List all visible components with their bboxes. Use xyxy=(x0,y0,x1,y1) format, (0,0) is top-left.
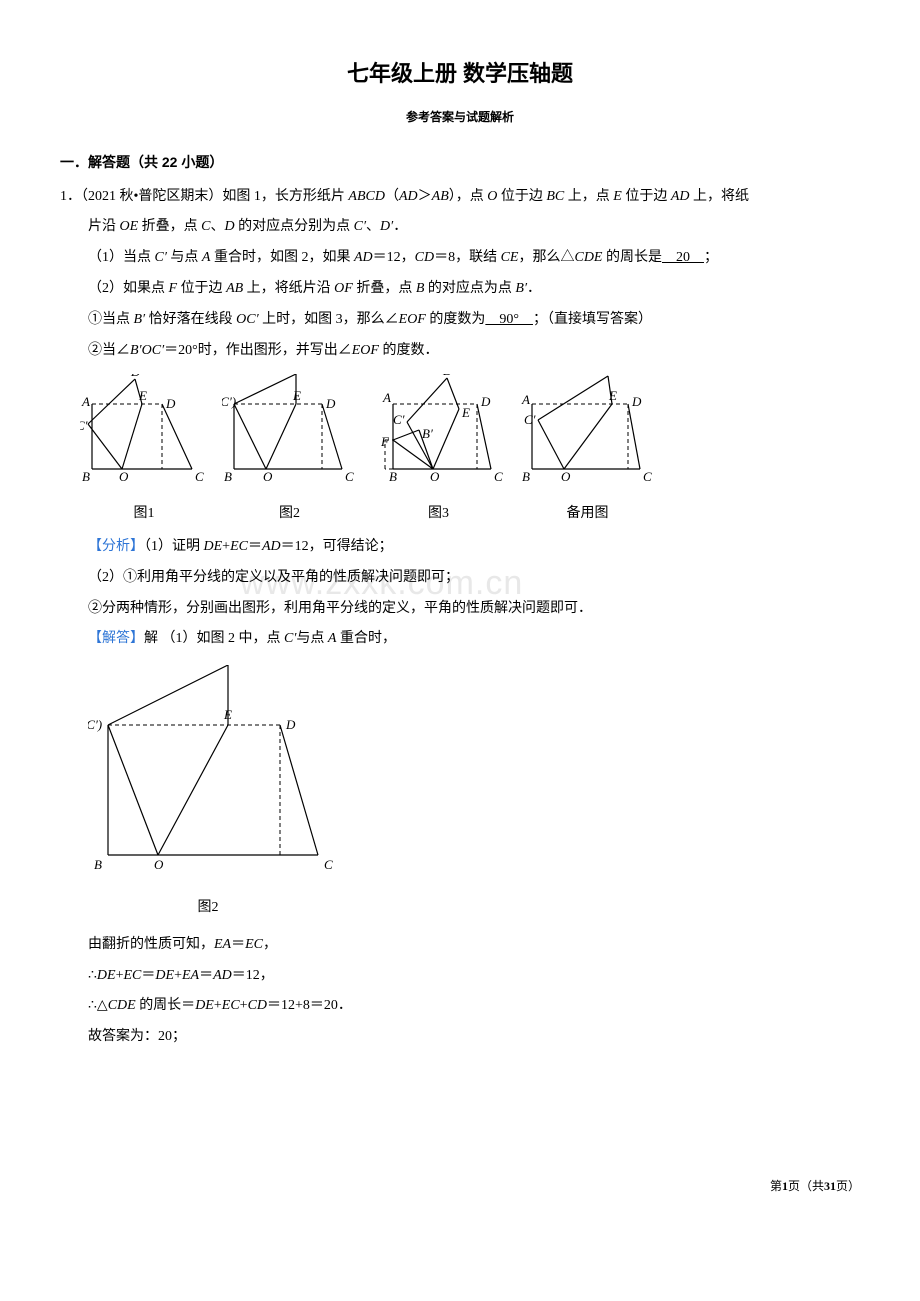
svg-text:C′: C′ xyxy=(80,418,88,433)
svg-text:E: E xyxy=(608,388,617,403)
figure-3-caption: 图3 xyxy=(371,499,506,530)
svg-text:A: A xyxy=(521,392,530,407)
problem-source: （2021 秋•普陀区期末） xyxy=(81,189,222,204)
svg-text:B: B xyxy=(224,469,232,484)
figure-1-svg: A B C D E O C′ D′ xyxy=(80,374,208,484)
section-header: 一．解答题（共 22 小题） xyxy=(60,147,860,178)
blank-answer-2: 90° xyxy=(485,312,533,327)
figure-2-caption: 图2 xyxy=(222,499,357,530)
svg-text:D: D xyxy=(631,394,642,409)
svg-text:A: A xyxy=(81,394,90,409)
figure-4-caption: 备用图 xyxy=(520,499,655,530)
svg-text:A(C′): A(C′) xyxy=(88,717,102,732)
solution-figure-caption: 图2 xyxy=(118,893,298,924)
svg-text:O: O xyxy=(119,469,129,484)
question-2-2: ②当∠B′OC′＝20°时，作出图形，并写出∠EOF 的度数． xyxy=(60,336,860,367)
question-1: （1）当点 C′ 与点 A 重合时，如图 2，如果 AD＝12，CD＝8，联结 … xyxy=(60,243,860,274)
page-title: 七年级上册 数学压轴题 xyxy=(60,50,860,98)
figure-4-svg: A B C DE O C′ D′ xyxy=(520,374,655,484)
svg-text:O: O xyxy=(561,469,571,484)
analysis-label: 【分析】 xyxy=(88,539,144,554)
blank-answer-1: 20 xyxy=(662,250,704,265)
svg-text:F: F xyxy=(380,434,390,449)
svg-text:D′: D′ xyxy=(603,374,616,376)
svg-text:C′: C′ xyxy=(393,412,405,427)
solution-line-2: ∴DE+EC＝DE+EA＝AD＝12， xyxy=(60,961,860,992)
svg-text:C: C xyxy=(324,857,333,872)
svg-text:B: B xyxy=(389,469,397,484)
problem-line2: 片沿 OE 折叠，点 C、D 的对应点分别为点 C′、D′． xyxy=(60,212,860,243)
svg-text:C: C xyxy=(643,469,652,484)
solution-line-3: ∴△CDE 的周长＝DE+EC+CD＝12+8＝20． xyxy=(60,991,860,1022)
svg-text:B: B xyxy=(94,857,102,872)
figure-1-caption: 图1 xyxy=(80,499,208,530)
svg-text:C: C xyxy=(345,469,354,484)
figures-row: ABCDEOC′D′ 图1 A(C′)BCDEOD′ 图2 ABCDEOC′D′… xyxy=(80,374,860,530)
svg-text:A(C′): A(C′) xyxy=(222,394,236,409)
svg-text:A: A xyxy=(382,390,391,405)
figure-2-svg: A(C′)BCDEOD′ xyxy=(222,374,357,484)
svg-text:D: D xyxy=(165,396,176,411)
analysis-line-1: 【分析】（1）证明 DE+EC＝AD＝12，可得结论； xyxy=(60,532,860,563)
svg-text:C′: C′ xyxy=(524,412,536,427)
figure-4: A B C DE O C′ D′ 备用图 xyxy=(520,374,655,530)
svg-text:D′: D′ xyxy=(442,374,455,378)
svg-text:B: B xyxy=(82,469,90,484)
svg-text:O: O xyxy=(263,469,273,484)
svg-text:E: E xyxy=(138,388,147,403)
svg-text:O: O xyxy=(430,469,440,484)
solution-line-1: 由翻折的性质可知，EA＝EC， xyxy=(60,930,860,961)
svg-text:C: C xyxy=(494,469,503,484)
svg-text:E: E xyxy=(461,405,470,420)
svg-text:B′: B′ xyxy=(422,426,433,441)
figure-1: A B C D E O C′ D′ 图1 xyxy=(80,374,208,530)
solution-line-4: 故答案为：20； xyxy=(60,1022,860,1053)
solution-figure: A(C′)BCDEOD′ 图2 xyxy=(88,665,860,924)
svg-text:D′: D′ xyxy=(130,374,143,379)
svg-text:E: E xyxy=(223,707,232,722)
svg-text:D: D xyxy=(285,717,296,732)
answer-line-1: 【解答】解 （1）如图 2 中，点 C′与点 A 重合时， xyxy=(60,624,860,655)
figure-3-svg: A B C DE O C′ D′ F B′ xyxy=(371,374,506,484)
problem-block: 1．（2021 秋•普陀区期末）如图 1，长方形纸片 ABCD（AD＞AB），点… xyxy=(60,182,860,213)
svg-text:B: B xyxy=(522,469,530,484)
svg-text:E: E xyxy=(292,388,301,403)
page-footer: 第1页（共31页） xyxy=(60,1173,860,1199)
figure-2: A(C′)BCDEOD′ 图2 xyxy=(222,374,357,530)
svg-text:D: D xyxy=(480,394,491,409)
figure-3: A B C DE O C′ D′ F B′ 图3 xyxy=(371,374,506,530)
svg-text:C: C xyxy=(195,469,204,484)
solution-figure-svg: A(C′)BCDEOD′ xyxy=(88,665,348,880)
page-subtitle: 参考答案与试题解析 xyxy=(60,104,860,130)
svg-text:D: D xyxy=(325,396,336,411)
analysis-line-3: ②分两种情形，分别画出图形，利用角平分线的定义，平角的性质解决问题即可． xyxy=(60,594,860,625)
analysis-line-2: （2）①利用角平分线的定义以及平角的性质解决问题即可； xyxy=(60,563,860,594)
question-2: （2）如果点 F 位于边 AB 上，将纸片沿 OF 折叠，点 B 的对应点为点 … xyxy=(60,274,860,305)
svg-text:O: O xyxy=(154,857,164,872)
question-2-1: ①当点 B′ 恰好落在线段 OC′ 上时，如图 3，那么∠EOF 的度数为 90… xyxy=(60,305,860,336)
problem-number: 1． xyxy=(60,189,81,204)
answer-label: 【解答】 xyxy=(88,631,144,646)
